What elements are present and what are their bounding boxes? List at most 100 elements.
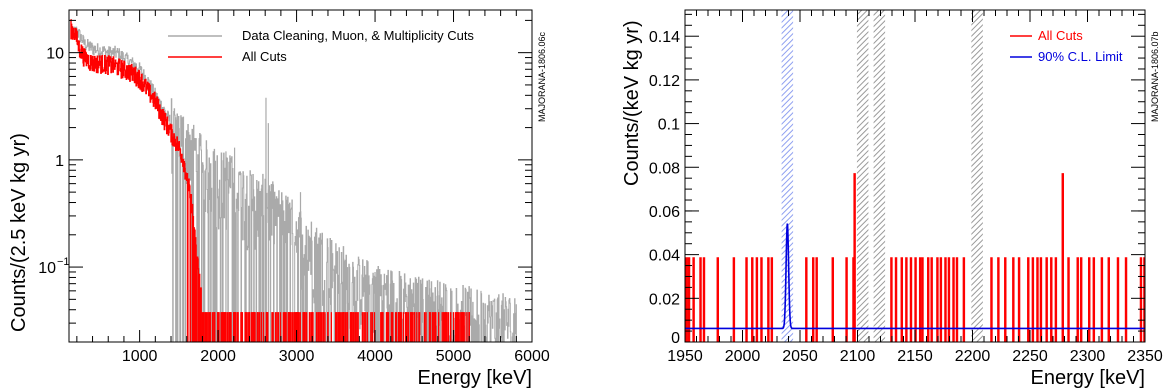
red-count-bin <box>815 257 818 342</box>
y-tick-label: 10 <box>38 260 56 277</box>
legend-label-all-cuts-right: All Cuts <box>1038 28 1083 43</box>
series-90cl-limit <box>685 223 1145 330</box>
right-plot-area <box>685 10 1145 342</box>
roi-band <box>781 10 794 342</box>
right-watermark: MAJORANA-1806.07b <box>1150 31 1160 122</box>
left-x-axis-title: Energy [keV] <box>417 367 532 389</box>
red-count-bin <box>760 257 763 342</box>
excluded-band <box>856 10 869 342</box>
x-tick-label: 2000 <box>725 348 761 365</box>
red-count-bin <box>1076 257 1079 342</box>
y-tick-label: 10 <box>46 46 64 63</box>
red-count-bin <box>1036 257 1039 342</box>
red-count-bin <box>914 257 917 342</box>
y-tick-label: 0 <box>671 330 680 347</box>
x-tick-label: 2300 <box>1070 348 1106 365</box>
red-tall-bin <box>853 173 856 342</box>
red-count-bin <box>845 257 848 342</box>
red-count-bin <box>755 257 759 342</box>
red-count-bin <box>1143 257 1145 342</box>
x-tick-label: 1950 <box>667 348 703 365</box>
excluded-band <box>873 10 886 342</box>
y-tick-label: 0.14 <box>649 29 680 46</box>
x-tick-label: 2350 <box>1127 348 1163 365</box>
red-count-bin <box>1079 257 1083 342</box>
left-x-ticks: 1000 2000 3000 4000 5000 6000 <box>76 10 550 365</box>
right-panel: 1950 2000 2050 2100 2150 2200 2250 2300 2350 0 0.… <box>621 9 1163 389</box>
x-tick-label: 5000 <box>436 348 472 365</box>
cl-limit-curve <box>685 223 1145 330</box>
x-tick-label: 3000 <box>279 348 315 365</box>
red-count-bin <box>1045 257 1048 342</box>
red-count-bin <box>997 257 1000 342</box>
red-count-bin <box>699 257 702 342</box>
red-count-bin <box>687 257 691 342</box>
red-count-bin <box>1054 257 1058 342</box>
left-plot-area <box>70 19 517 342</box>
y-tick-label: 0.06 <box>649 204 680 221</box>
series-all-cuts-roi <box>685 173 1145 342</box>
red-count-bin <box>1116 257 1120 342</box>
red-count-bin <box>1139 257 1143 342</box>
left-legend: Data Cleaning, Muon, & Multiplicity Cuts… <box>168 28 474 64</box>
series-all-cuts <box>70 19 471 342</box>
x-tick-label: 2250 <box>1012 348 1048 365</box>
red-count-bin <box>1100 257 1104 342</box>
red-count-bin <box>770 257 774 342</box>
red-tall-bin <box>1061 173 1064 342</box>
red-count-bin <box>962 257 966 342</box>
red-count-bin <box>900 257 903 342</box>
red-count-bin <box>767 257 770 342</box>
red-count-bin <box>1039 257 1043 342</box>
x-tick-label: 6000 <box>514 348 550 365</box>
red-count-bin <box>894 257 898 342</box>
x-tick-label: 2100 <box>840 348 876 365</box>
red-count-bin <box>921 257 924 342</box>
red-count-bin <box>936 257 939 342</box>
x-tick-label: 2200 <box>955 348 991 365</box>
red-count-bin <box>927 257 930 342</box>
red-count-bin <box>939 257 943 342</box>
right-y-axis-title: Counts/(keV kg yr) <box>621 20 643 186</box>
y-tick-label: 0.08 <box>649 160 680 177</box>
y-tick-exponent: −1 <box>57 256 70 268</box>
red-count-bin <box>805 257 808 342</box>
red-count-bin <box>1088 257 1091 342</box>
red-count-bin <box>1092 257 1096 342</box>
right-x-axis-title: Energy [keV] <box>1030 367 1145 389</box>
red-histogram <box>70 19 202 342</box>
red-count-bin <box>955 257 959 342</box>
left-watermark: MAJORANA-1806.06c <box>537 31 547 122</box>
left-y-axis-title: Counts/(2.5 keV kg yr) <box>8 133 30 332</box>
red-count-bin <box>1004 257 1007 342</box>
red-count-bin <box>732 257 736 342</box>
excluded-band <box>971 10 983 342</box>
x-tick-label: 2150 <box>897 348 933 365</box>
x-tick-label: 2000 <box>200 348 236 365</box>
red-count-bin <box>918 257 922 342</box>
red-count-bin <box>692 257 695 342</box>
red-count-bin <box>952 257 955 342</box>
x-tick-label: 4000 <box>357 348 393 365</box>
red-count-bin <box>685 257 688 342</box>
x-tick-label: 1000 <box>122 348 158 365</box>
red-count-bin <box>909 257 913 342</box>
red-count-bin <box>751 257 754 342</box>
red-count-bin <box>905 257 908 342</box>
red-count-bin <box>1067 257 1070 342</box>
red-count-bin <box>1027 257 1030 342</box>
y-tick-label: 0.12 <box>649 73 680 90</box>
red-count-bin <box>1050 257 1053 342</box>
red-count-bin <box>745 257 748 342</box>
red-count-bin <box>702 257 706 342</box>
right-x-ticks: 1950 2000 2050 2100 2150 2200 2250 2300 2350 <box>667 10 1163 365</box>
right-legend: All Cuts 90% C.L. Limit <box>1010 28 1123 64</box>
legend-label-all-cuts: All Cuts <box>242 49 287 64</box>
red-count-bin <box>1124 257 1128 342</box>
red-count-bin <box>1017 257 1021 342</box>
red-count-bin <box>990 257 993 342</box>
legend-label-cl-limit: 90% C.L. Limit <box>1038 49 1123 64</box>
